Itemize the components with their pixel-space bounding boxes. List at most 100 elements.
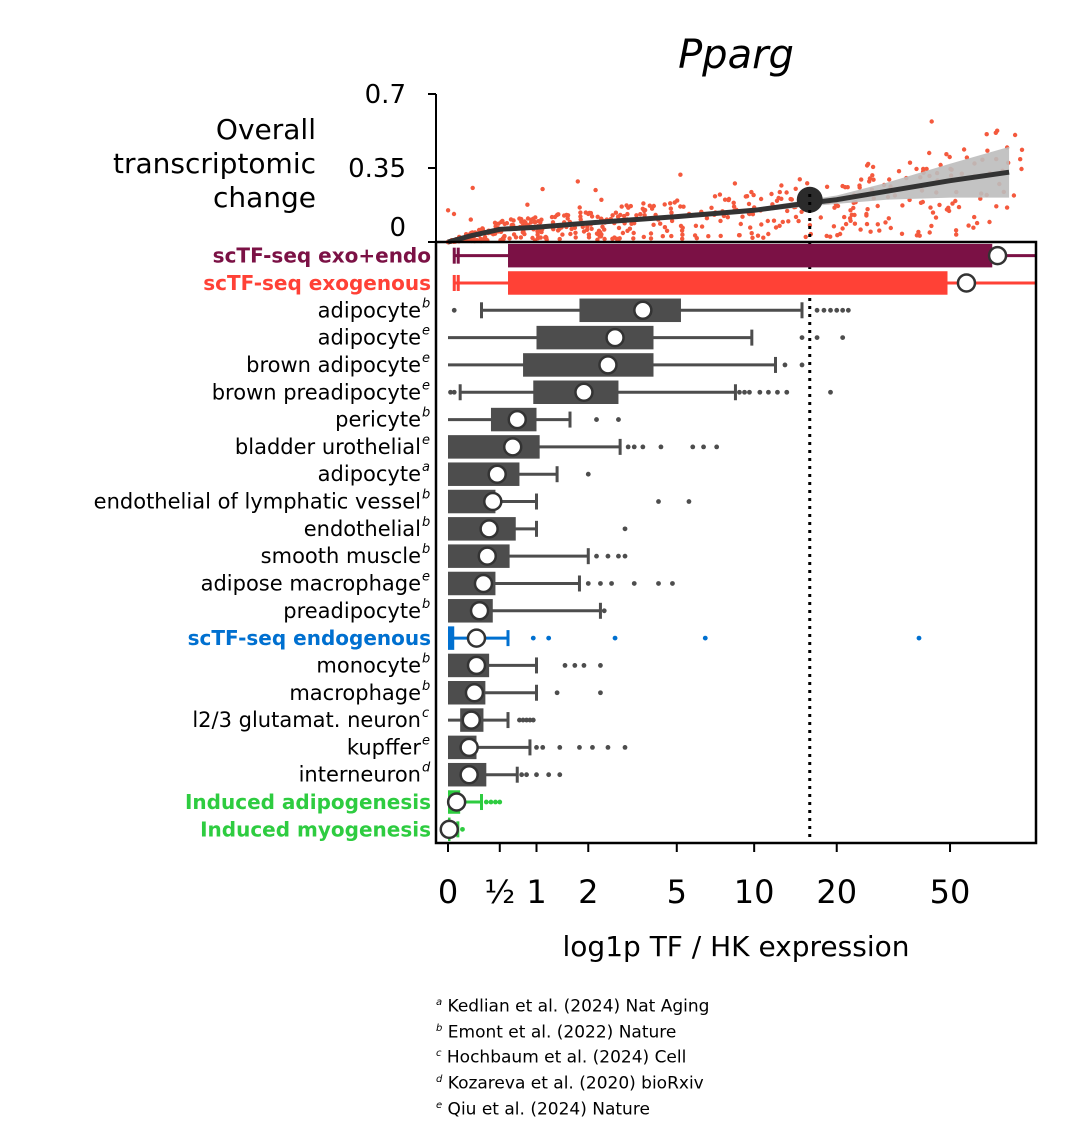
scatter-point <box>625 211 630 217</box>
scatter-point <box>642 213 647 218</box>
scatter-point <box>750 235 755 240</box>
scatter-point <box>793 186 798 191</box>
box-iqr <box>536 325 654 350</box>
scatter-point <box>740 214 745 219</box>
outlier-point <box>483 799 489 805</box>
scatter-point <box>585 224 590 229</box>
box-iqr <box>523 353 654 377</box>
mean-marker <box>461 710 482 730</box>
row-label-superscript: b <box>422 679 430 694</box>
row-label-superscript: c <box>422 706 429 721</box>
scatter-point <box>599 197 604 202</box>
mean-marker <box>598 355 618 375</box>
scatter-point <box>597 234 602 239</box>
scatter-point <box>896 169 902 174</box>
scatter-point <box>928 205 933 210</box>
trend-line <box>447 169 1010 245</box>
scatter-point <box>500 218 505 224</box>
row-label: adipose macrophage <box>201 571 421 595</box>
scatter-point <box>916 229 921 235</box>
box-row: Induced adipogenesis <box>185 790 503 814</box>
trend-confidence-band <box>448 146 1010 242</box>
row-label: brown preadipocyte <box>212 380 421 404</box>
row-label-superscript: b <box>422 542 430 557</box>
scatter-point <box>525 202 530 207</box>
outlier-point <box>534 772 539 778</box>
scatter-point <box>888 225 893 231</box>
scatter-point <box>668 201 673 206</box>
scatter-point <box>669 210 674 215</box>
outlier-point <box>530 635 536 641</box>
outlier-point <box>520 717 526 723</box>
mean-marker <box>459 737 479 758</box>
scatter-point <box>538 235 543 240</box>
box-iqr <box>448 626 455 650</box>
scatter-point <box>824 233 829 239</box>
scatter-point <box>1011 193 1017 198</box>
scatter-point <box>966 223 971 228</box>
row-label: scTF-seq exogenous <box>203 271 431 295</box>
reference-item: c Hochbaum et al. (2024) Cell <box>436 1043 709 1069</box>
mean-marker <box>469 601 490 621</box>
scatter-point <box>638 212 643 217</box>
scatter-point <box>732 181 738 186</box>
row-label-superscript: b <box>422 597 430 612</box>
scatter-point <box>868 229 873 234</box>
reference-superscript: d <box>436 1073 443 1085</box>
box-row: brown adipocyte e <box>246 351 805 377</box>
outlier-point <box>670 581 675 586</box>
scatter-point <box>974 220 980 226</box>
outlier-point <box>799 362 805 368</box>
outlier-point <box>598 581 603 586</box>
outlier-point <box>814 307 820 313</box>
scatter-point <box>870 173 875 178</box>
scatter-point <box>482 234 488 240</box>
outlier-point <box>757 389 763 395</box>
scatter-point <box>578 214 583 219</box>
scatter-point <box>445 208 451 213</box>
mean-marker <box>633 300 653 321</box>
scatter-point <box>755 233 761 238</box>
row-label: macrophage <box>289 681 421 705</box>
scatter-point <box>693 223 699 228</box>
outlier-point <box>625 444 631 450</box>
scatter-point <box>938 162 943 168</box>
row-label: smooth muscle <box>261 544 421 568</box>
row-label-superscript: b <box>422 515 430 530</box>
scatter-point <box>929 223 934 229</box>
reference-text: Qiu et al. (2024) Nature <box>442 1099 650 1120</box>
scatter-point <box>924 166 929 172</box>
mean-marker <box>439 819 460 840</box>
scatter-point <box>709 205 714 210</box>
mean-marker <box>956 273 977 293</box>
scatter-point <box>843 221 849 227</box>
x-tick-label: ½ <box>484 873 515 911</box>
outlier-point <box>656 499 661 504</box>
scatter-point <box>731 204 737 209</box>
box-row: smooth muscle b <box>261 542 628 568</box>
scatter-point <box>726 197 731 203</box>
scatter-point <box>805 181 810 186</box>
scatter-point <box>927 150 932 156</box>
outlier-point <box>540 744 546 750</box>
scatter-point <box>737 233 742 238</box>
row-label-superscript: e <box>422 324 430 339</box>
scatter-point <box>864 163 870 168</box>
scatter-point <box>748 225 753 230</box>
outlier-point <box>631 444 637 450</box>
box-row: adipocyte b <box>318 296 851 322</box>
scatter-point <box>651 222 656 227</box>
reference-text: Emont et al. (2022) Nature <box>442 1022 677 1043</box>
scatter-point <box>668 206 673 211</box>
scatter-point <box>540 186 545 192</box>
outlier-point <box>519 772 525 778</box>
outlier-point <box>616 417 621 422</box>
scatter-point <box>784 190 789 195</box>
scatter-point <box>525 216 531 221</box>
scatter-point <box>761 235 766 240</box>
scatter-point <box>583 210 588 215</box>
scatter-point <box>572 225 578 230</box>
scatter-point <box>840 226 845 231</box>
scatter-point <box>845 185 850 190</box>
scatter-point <box>587 210 592 216</box>
